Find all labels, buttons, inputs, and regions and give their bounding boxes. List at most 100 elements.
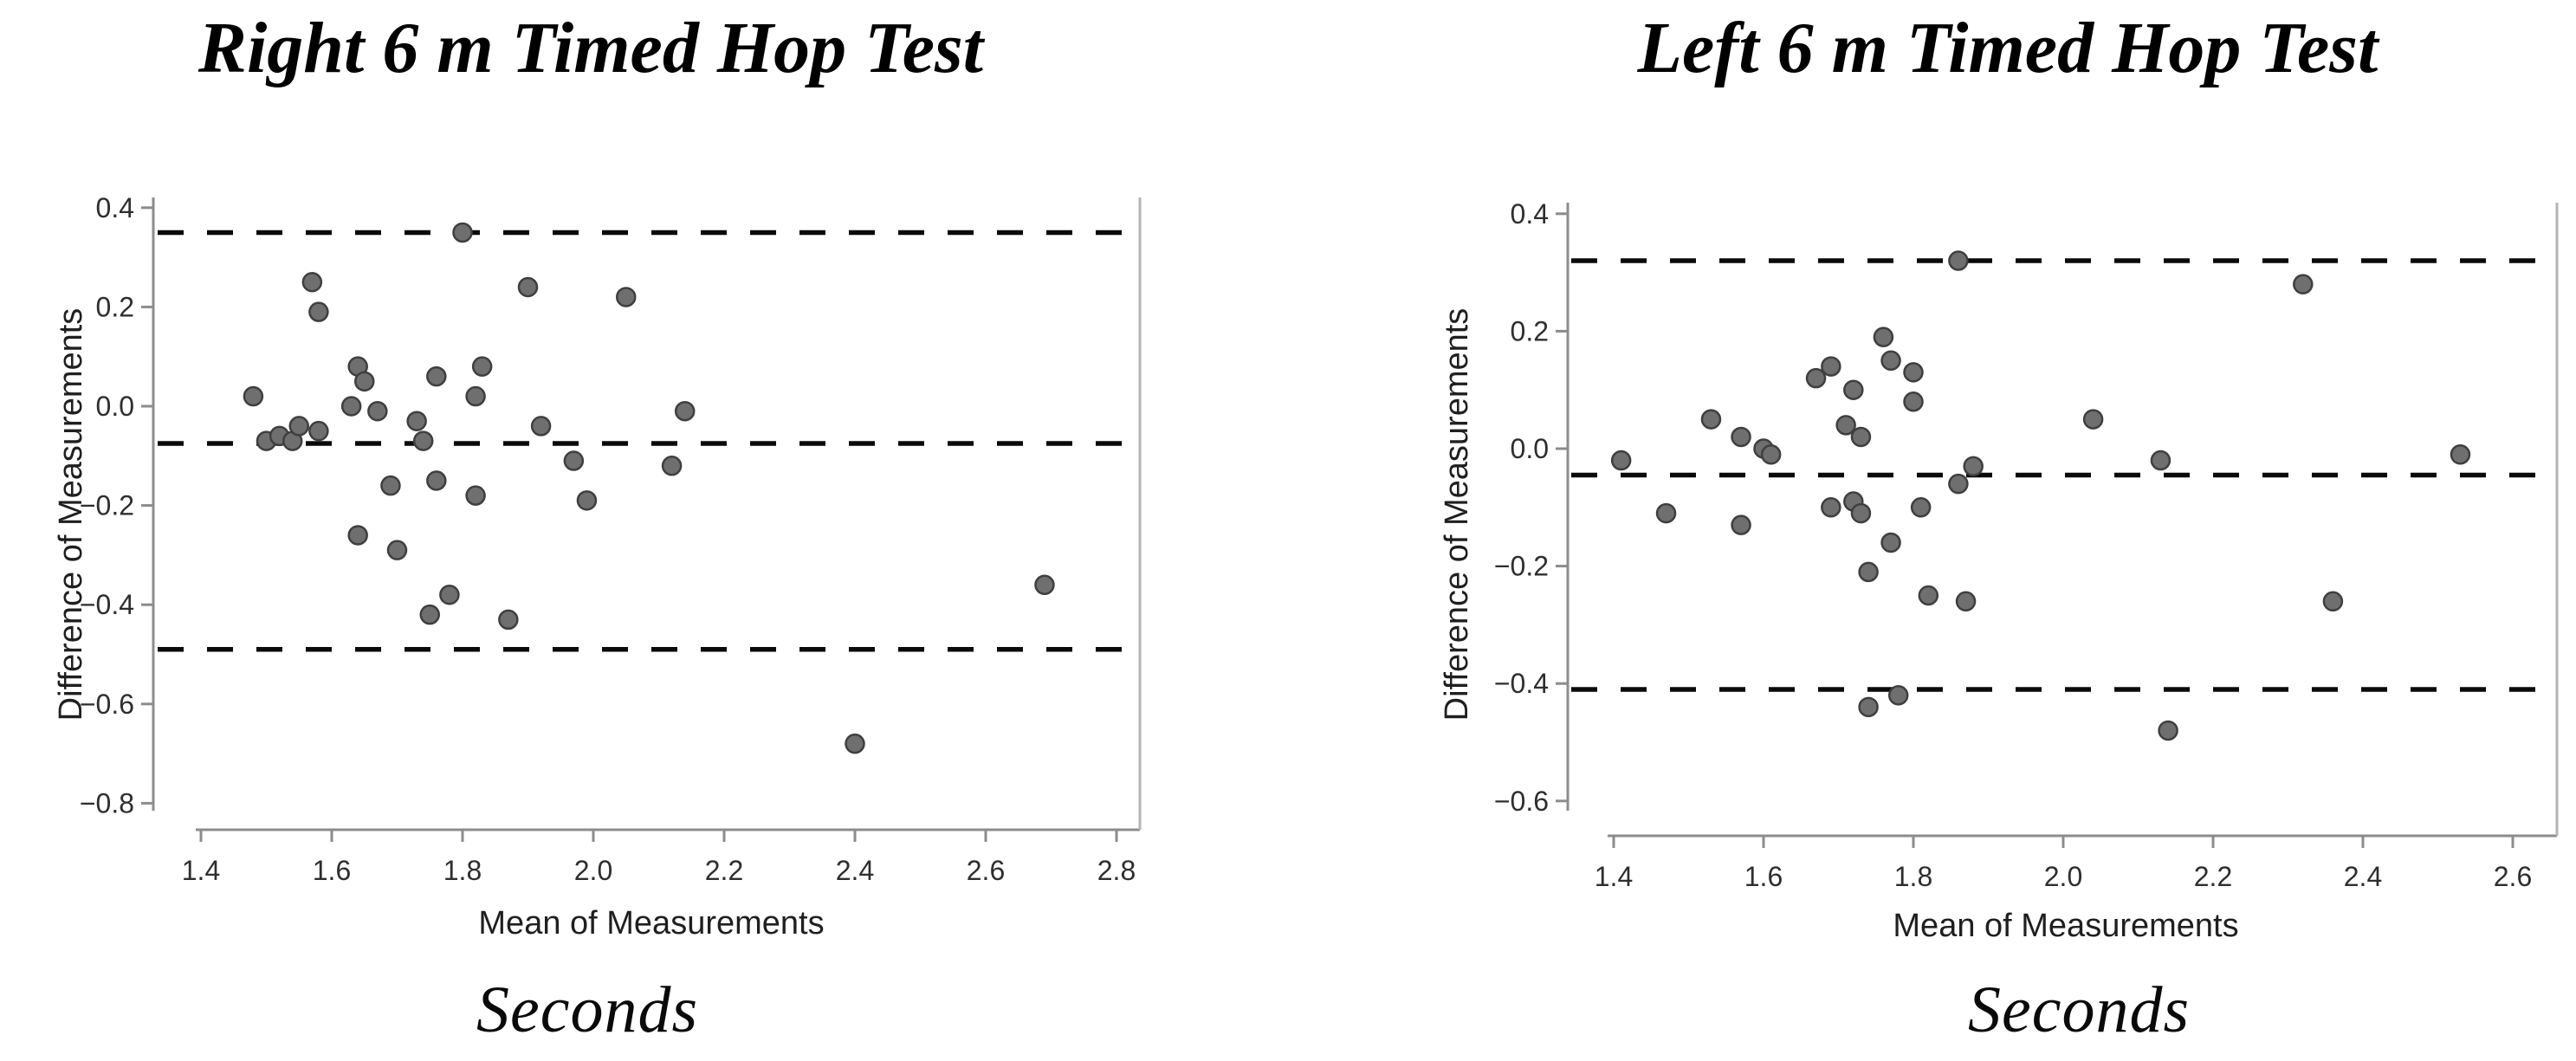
data-point [471,356,493,377]
data-point [1034,574,1055,596]
data-point [1955,591,1977,612]
data-point [1858,561,1879,583]
data-point [426,366,447,387]
data-point [1821,497,1841,518]
chart-1-y-axis-label: Difference of Measurements [1439,307,1475,721]
data-point [1880,532,1901,553]
x-tick-label: 1.4 [1595,861,1633,892]
data-point [380,475,401,496]
y-tick-label: 0.4 [1511,198,1549,230]
data-point [419,604,440,625]
data-point [661,456,683,476]
x-tick-label: 2.2 [705,855,743,886]
x-tick-label: 2.8 [1097,855,1136,886]
chart-1-x-axis-label: Mean of Measurements [1893,908,2239,944]
data-point [406,411,427,431]
data-point [308,420,329,442]
y-tick-label: 0.2 [96,291,134,322]
y-tick-label: −0.4 [1494,668,1549,699]
data-point [576,490,598,511]
data-point [2150,450,2171,471]
x-tick-label: 2.4 [2344,861,2382,892]
data-point [308,301,329,322]
data-point [386,540,408,560]
data-point [616,287,637,307]
chart-1: 0.4 0.2 0.0 −0.2 −0.4 −0.6 1.4 1.6 1.8 2.0 2.2 2.4 2… [1494,198,2559,892]
y-tick-label: −0.2 [1494,551,1549,582]
x-tick-label: 2.0 [574,855,612,886]
x-tick-label: 1.8 [1894,861,1932,892]
data-point [517,276,539,298]
data-point [1948,250,1969,271]
data-point [465,485,486,506]
chart-1-units-label: Seconds [1967,974,2191,1046]
chart-0: 0.4 0.2 0.0 −0.2 −0.4 −0.6 −0.8 1.4 1.6 1.8 2.0 2.2… [80,192,1142,886]
data-point [2450,444,2471,465]
y-tick-label: 0.0 [1511,433,1549,464]
data-point [452,222,473,243]
data-point [1873,327,1894,347]
x-tick-label: 1.4 [182,855,220,886]
data-point [2293,274,2314,294]
data-point [439,584,460,605]
data-point [563,450,585,471]
data-point [1850,426,1872,448]
data-point [412,430,434,451]
data-point [1655,502,1677,524]
y-tick-label: −0.2 [80,490,134,521]
data-point [465,385,486,407]
data-point [1887,685,1909,706]
data-point [301,272,323,293]
data-point [1610,450,1632,471]
data-point [1948,473,1969,495]
data-point [1880,350,1901,372]
data-point [1903,391,1924,412]
data-point [1850,502,1872,524]
data-point [288,416,309,437]
data-point [1910,497,1932,518]
data-point [845,733,865,754]
data-point [347,525,368,546]
y-tick-label: 0.0 [96,391,134,422]
chart-0-x-axis-label: Mean of Measurements [478,905,825,941]
data-point [1903,362,1924,383]
data-point [243,385,264,407]
data-point [1760,444,1782,465]
data-point [367,400,388,422]
x-tick-label: 1.6 [1744,861,1783,892]
y-tick-label: 0.2 [1511,315,1549,346]
data-point [1821,356,1841,377]
data-point [2082,409,2104,430]
data-point [1963,456,1984,477]
chart-0-y-axis-label: Difference of Measurements [53,307,89,721]
data-point [498,609,519,631]
y-tick-label: −0.4 [80,589,134,620]
data-point [1731,514,1751,535]
chart-1-title: Left 6 m Timed Hop Test [1637,8,2379,88]
chart-0-units-label: Seconds [476,974,699,1046]
chart-0-title: Right 6 m Timed Hop Test [197,8,984,88]
y-tick-label: −0.8 [80,787,134,818]
data-point [1805,367,1827,389]
data-point [340,396,362,417]
data-point [1731,426,1751,448]
data-point [354,371,375,392]
data-point [1835,415,1856,436]
data-point [530,416,552,437]
x-tick-label: 1.8 [443,855,482,886]
x-tick-label: 2.0 [2044,861,2082,892]
y-tick-label: −0.6 [80,689,134,720]
y-tick-label: 0.4 [96,192,134,223]
data-point [1843,379,1864,400]
data-point [1700,409,1722,430]
data-point [2322,591,2344,612]
y-tick-label: −0.6 [1494,786,1549,817]
data-point [2158,720,2178,741]
x-tick-label: 2.4 [836,855,874,886]
x-tick-label: 2.6 [967,855,1005,886]
x-tick-label: 2.6 [2494,861,2532,892]
data-point [1918,585,1939,606]
data-point [426,470,447,491]
